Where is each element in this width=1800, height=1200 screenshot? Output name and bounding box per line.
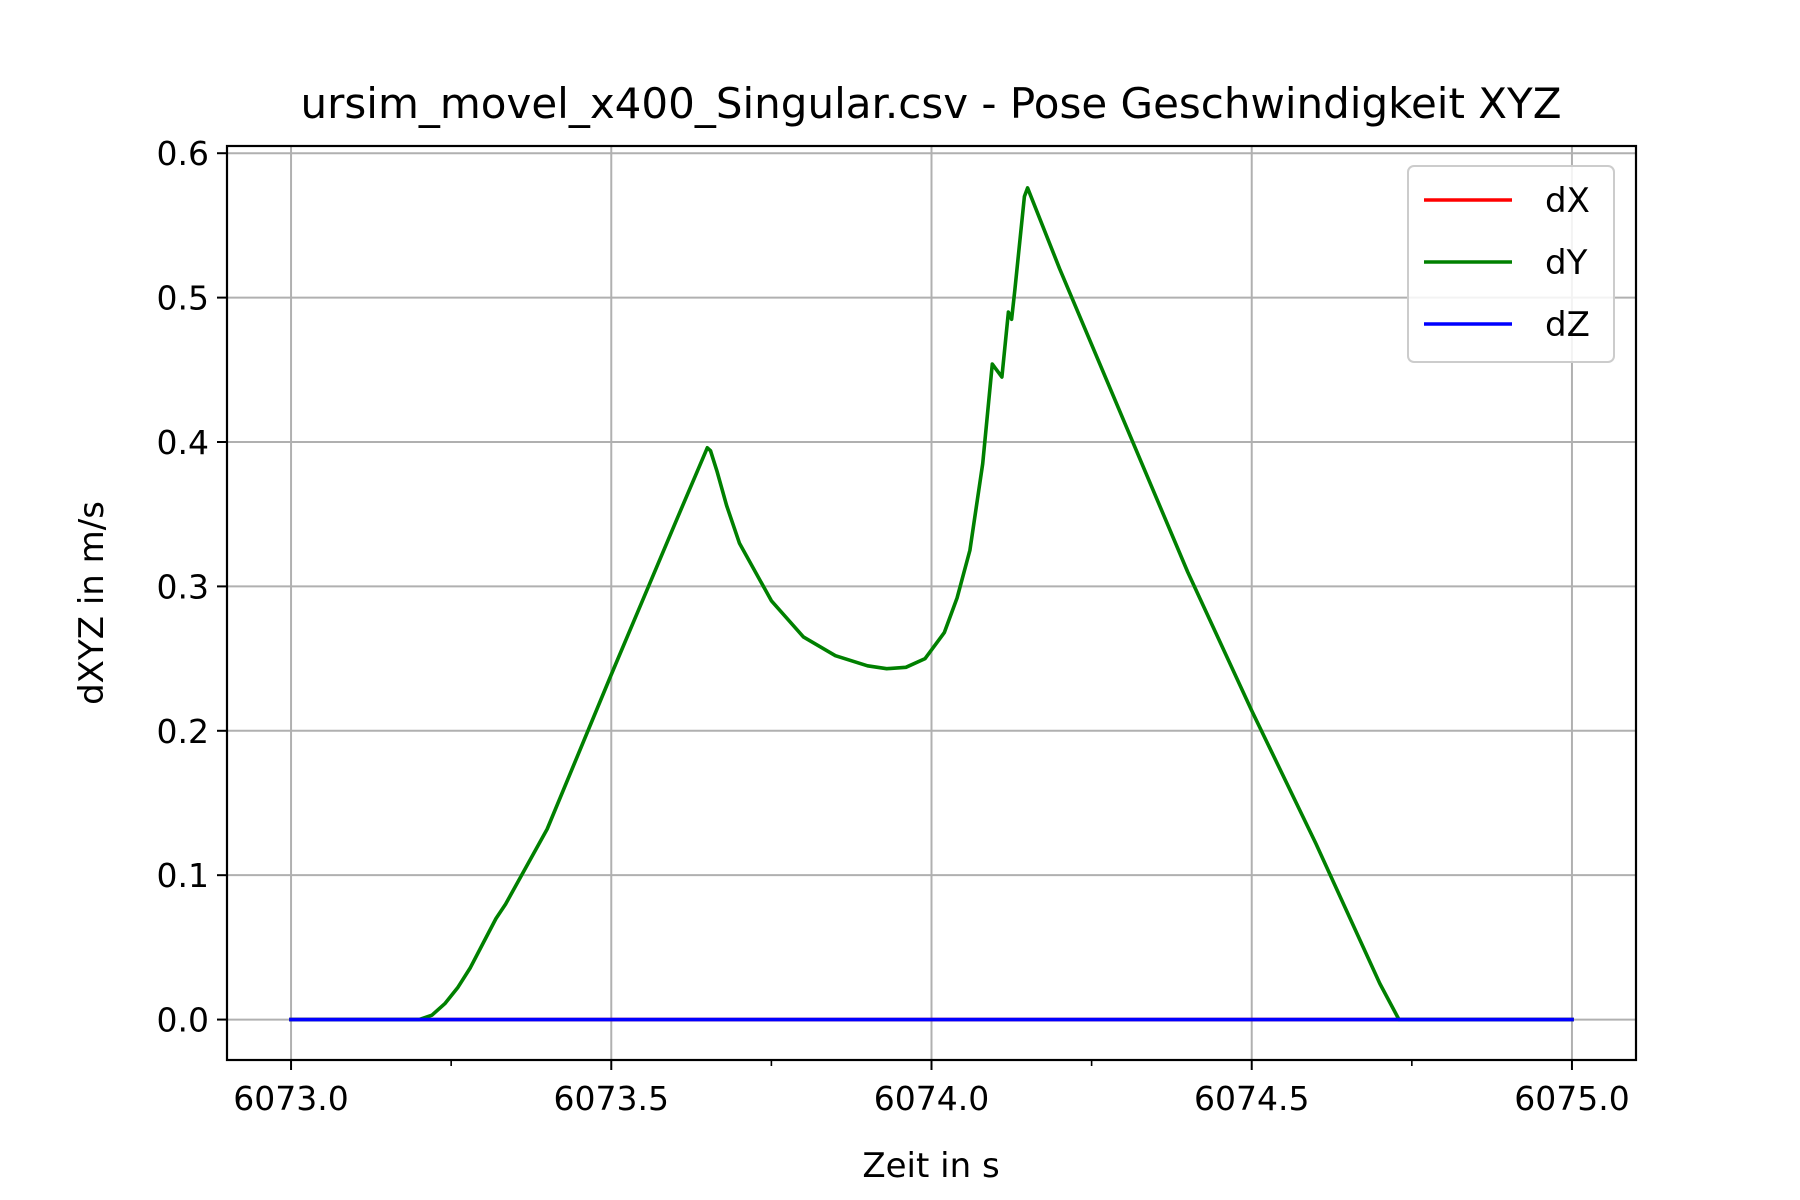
y-tick-label: 0.2 [157,712,209,751]
x-axis-label: Zeit in s [862,1146,999,1186]
legend-box [1407,165,1615,363]
chart-title: ursim_movel_x400_Singular.csv - Pose Ges… [301,79,1562,128]
y-tick-label: 0.6 [157,134,209,173]
series-lines [289,186,1574,1022]
x-tick-label: 6074.5 [1194,1079,1309,1118]
legend-label-dy: dY [1545,243,1588,283]
x-tick-label: 6075.0 [1514,1079,1629,1118]
legend: dX dY dZ [1407,165,1615,363]
series-line-dy [289,186,1574,1022]
x-tick-label: 6074.0 [874,1079,989,1118]
y-tick-label: 0.0 [157,1001,209,1040]
legend-entries: dX dY dZ [1424,181,1590,345]
legend-label-dx: dX [1545,181,1590,221]
x-tick-label: 6073.5 [554,1079,669,1118]
legend-label-dz: dZ [1545,305,1590,345]
grid-lines [227,146,1636,1060]
y-tick-label: 0.1 [157,856,209,895]
y-tick-label: 0.4 [157,423,209,462]
y-axis-label: dXYZ in m/s [72,501,112,705]
y-tick-label: 0.3 [157,567,209,606]
x-tick-label: 6073.0 [233,1079,348,1118]
axis-ticks: 6073.0 6073.5 6074.0 6074.5 6075.0 0.0 0.1 0.2 0… [157,134,1630,1118]
y-tick-label: 0.5 [157,279,209,318]
